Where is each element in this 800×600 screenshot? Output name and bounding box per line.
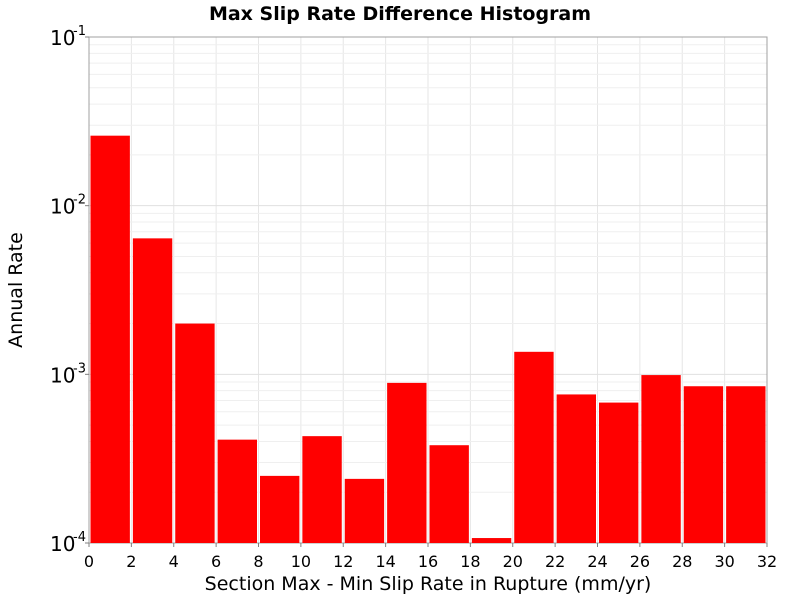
bar xyxy=(90,135,130,543)
bar xyxy=(344,478,385,543)
x-tick-label: 16 xyxy=(418,552,438,571)
bar xyxy=(132,238,173,543)
bar xyxy=(471,538,512,543)
bar xyxy=(514,351,554,543)
bar xyxy=(726,386,766,543)
bar xyxy=(429,445,469,543)
bar xyxy=(641,375,681,543)
x-tick-label: 8 xyxy=(253,552,263,571)
x-tick-label: 10 xyxy=(291,552,311,571)
x-tick-label: 12 xyxy=(333,552,353,571)
y-tick-label: 10 xyxy=(50,195,75,219)
chart-title: Max Slip Rate Difference Histogram xyxy=(209,3,591,25)
bar xyxy=(683,386,724,543)
bar xyxy=(387,382,427,543)
bar xyxy=(599,402,639,543)
x-tick-label: 2 xyxy=(126,552,136,571)
y-axis-ticks: 10-110-210-310-4 xyxy=(50,24,89,556)
y-axis-label: Annual Rate xyxy=(5,232,27,348)
x-tick-label: 24 xyxy=(587,552,607,571)
x-tick-label: 28 xyxy=(672,552,692,571)
x-tick-label: 18 xyxy=(460,552,480,571)
x-tick-label: 0 xyxy=(84,552,94,571)
bar xyxy=(217,439,257,543)
x-axis-ticks: 0 2 4 6 8 10 12 14 16 18 20 22 24 26 28 30 32 xyxy=(84,543,777,571)
x-tick-label: 22 xyxy=(545,552,565,571)
y-tick-label: 10 xyxy=(50,363,75,387)
y-tick-exponent: -1 xyxy=(73,24,86,39)
bars xyxy=(90,135,766,543)
x-tick-label: 26 xyxy=(630,552,650,571)
y-tick-label: 10 xyxy=(50,26,75,50)
bar xyxy=(175,323,215,543)
bar xyxy=(556,394,596,543)
x-tick-label: 30 xyxy=(714,552,734,571)
y-tick-label: 10 xyxy=(50,532,75,556)
y-tick-exponent: -2 xyxy=(73,193,86,208)
x-axis-label: Section Max - Min Slip Rate in Rupture (… xyxy=(205,573,652,595)
x-tick-label: 14 xyxy=(375,552,395,571)
x-tick-label: 32 xyxy=(757,552,777,571)
bar xyxy=(302,436,342,543)
y-tick-exponent: -4 xyxy=(73,530,86,545)
x-tick-label: 20 xyxy=(503,552,523,571)
bar xyxy=(260,475,300,543)
y-tick-exponent: -3 xyxy=(73,361,86,376)
x-tick-label: 4 xyxy=(169,552,179,571)
x-tick-label: 6 xyxy=(211,552,221,571)
